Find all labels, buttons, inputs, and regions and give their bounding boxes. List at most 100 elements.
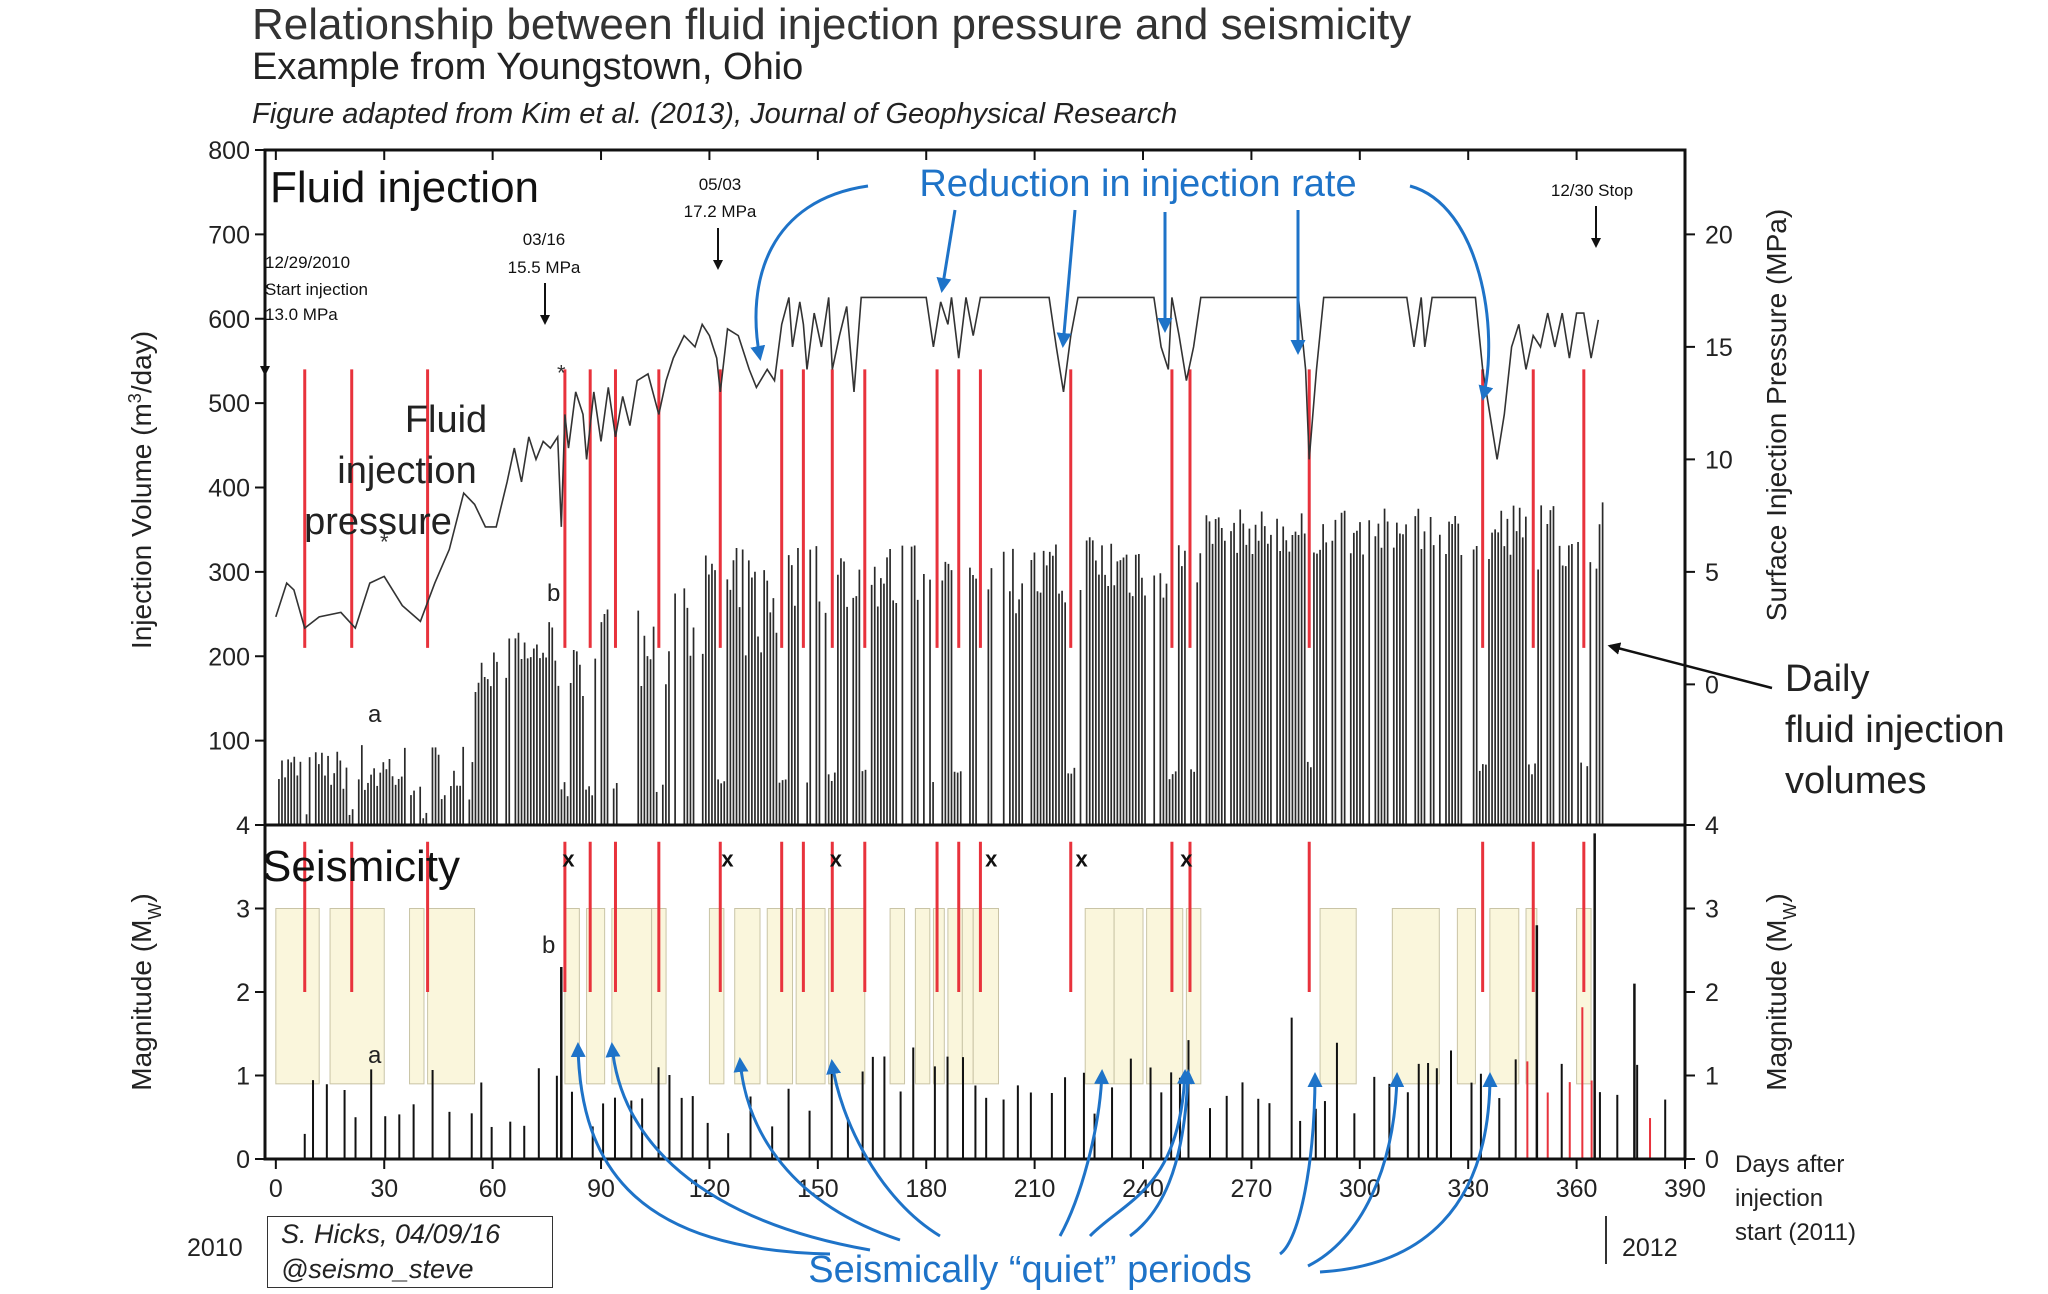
year-left-label: 2010 [187,1234,243,1262]
x-tick-label: 60 [479,1175,507,1203]
figure-source: Figure adapted from Kim et al. (2013), J… [252,98,1178,130]
x-tick-label: 30 [370,1175,398,1203]
quiet-period-box [766,908,794,1085]
reduction-callout-arrows [750,184,1494,401]
volume-tick-label: 100 [208,728,250,756]
x-axis-label-line-1: Days after [1735,1151,1844,1178]
volume-tick-label: 200 [208,643,250,671]
event-start-pressure: 13.0 MPa [265,305,338,324]
x-tick-label: 210 [1014,1175,1056,1203]
magnitude-tick-label-right: 3 [1705,896,1719,924]
volume-tick-label: 400 [208,475,250,503]
quiet-arrow-4 [826,1059,941,1238]
event-label-a-top: a [368,701,382,728]
reduction-arrow-6 [1409,184,1494,401]
x-axis-label-line-3: start (2011) [1735,1219,1856,1246]
right-bottom-axis-label: Magnitude (MW) [1761,893,1800,1091]
magnitude-tick-label-right: 4 [1705,812,1719,840]
x-tick-label: 0 [269,1175,283,1203]
pressure-tick-label: 0 [1705,671,1719,699]
quiet-period-box [409,908,425,1085]
event-start-date: 12/29/2010 [265,253,350,272]
quiet-arrow-5 [1058,1069,1110,1237]
plot-frame [263,148,1687,1161]
pressure-asterisk: * [557,361,566,386]
magnitude-tick-label-left: 3 [236,896,250,924]
quiet-period-box [1146,908,1184,1085]
x-mark: x [830,846,843,871]
quiet-period-box [611,908,653,1085]
quiet-period-box [1319,908,1357,1085]
pressure-series-line [275,296,1600,630]
pressure-tick-label: 15 [1705,334,1733,362]
magnitude-tick-label-right: 1 [1705,1063,1719,1091]
pressure-label-line-3: pressure [304,501,452,543]
top-panel-title: Fluid injection [270,163,539,212]
pressure-label-line-2: injection [337,450,476,492]
reduction-arrow-2 [936,209,957,293]
x-tick-label: 180 [905,1175,947,1203]
quiet-period-layer [275,908,1592,1085]
x-tick-label: 390 [1664,1175,1706,1203]
event-0503-date: 05/03 [699,175,742,194]
pressure-asterisk: * [380,529,389,554]
quiet-period-box [889,908,906,1085]
quiet-period-box [1489,908,1520,1085]
quiet-period-box [914,908,931,1085]
magnitude-tick-label-right: 0 [1705,1146,1719,1174]
quiet-arrow-3 [733,1057,901,1242]
volume-tick-label: 800 [208,137,250,165]
quiet-arrow-6 [1088,1069,1192,1238]
credit-author: S. Hicks, 04/09/16 [281,1219,501,1249]
x-mark: x [562,846,575,871]
pressure-marker-layer: ** [380,361,566,555]
event-0316-pressure: 15.5 MPa [508,258,581,277]
event-label-a-bottom: a [368,1042,382,1069]
pressure-tick-label: 20 [1705,221,1733,249]
pressure-label-line-1: Fluid [405,399,487,441]
reduction-arrow-1 [750,184,869,361]
quiet-callout-arrows [570,1042,1498,1274]
quiet-period-box [1456,908,1476,1085]
quiet-callout-text: Seismically “quiet” periods [808,1249,1252,1291]
quiet-period-box [734,908,761,1085]
event-0316-date: 03/16 [523,230,566,249]
x-mark: x [721,846,734,871]
x-mark: x [985,846,998,871]
quiet-arrow-7 [1129,1069,1196,1238]
quiet-period-box [275,908,320,1085]
reduction-arrow-3 [1056,209,1077,348]
volume-tick-label: 700 [208,221,250,249]
x-tick-label: 120 [689,1175,731,1203]
quiet-arrow-10 [1319,1072,1498,1274]
magnitude-tick-label-left: 4 [236,812,250,840]
pressure-tick-label: 10 [1705,446,1733,474]
reduction-lines-layer [303,369,1586,992]
pressure-tick-label: 5 [1705,559,1719,587]
left-top-axis-label: Injection Volume (m3/day) [125,331,157,649]
volume-bars-layer [278,502,1604,825]
quiet-period-box [1084,908,1115,1085]
volume-tick-label: 500 [208,390,250,418]
volume-label-arrow [1607,642,1773,690]
quiet-period-box [1391,908,1440,1085]
magnitude-tick-label-left: 2 [236,979,250,1007]
volume-label-line-3: volumes [1785,760,1927,802]
event-start-label: Start injection [265,280,368,299]
magnitude-tick-label-left: 0 [236,1146,250,1174]
figure-subtitle: Example from Youngstown, Ohio [252,46,804,88]
event-label-b-top: b [547,580,560,607]
quiet-period-box [1113,908,1144,1085]
magnitude-tick-label-right: 2 [1705,979,1719,1007]
x-tick-label: 330 [1447,1175,1489,1203]
x-mark: x [1075,846,1088,871]
quiet-period-box [795,908,826,1085]
magnitude-tick-label-left: 1 [236,1063,250,1091]
credit-box: S. Hicks, 04/09/16 @seismo_steve [267,1216,553,1288]
axis-ticks-layer: 0 30 60 90 120 150 180 210 240 270 300 330 360 390100… [208,137,1733,1203]
bottom-panel-title: Seismicity [262,842,460,891]
year-right-label: 2012 [1622,1234,1678,1262]
quiet-period-box [564,908,580,1085]
credit-handle: @seismo_steve [281,1254,474,1284]
x-tick-label: 90 [587,1175,615,1203]
